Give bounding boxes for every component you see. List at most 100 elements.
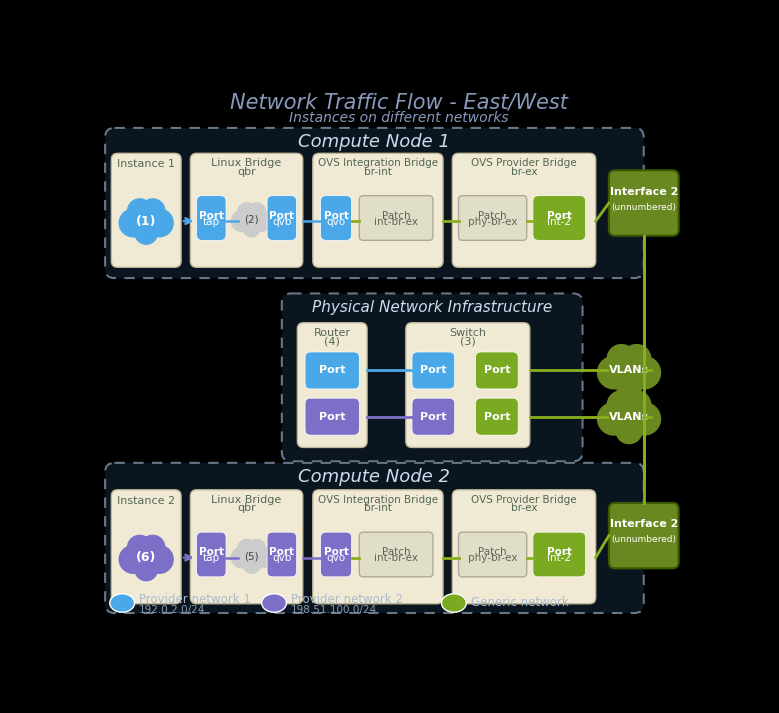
Text: Port: Port	[420, 366, 446, 376]
Text: Provider network 2: Provider network 2	[291, 593, 403, 605]
Text: Port: Port	[323, 547, 348, 557]
Text: qbr: qbr	[237, 503, 256, 513]
Circle shape	[628, 403, 661, 435]
Text: Port: Port	[323, 210, 348, 221]
Text: tap: tap	[203, 553, 220, 563]
FancyBboxPatch shape	[111, 153, 181, 267]
Circle shape	[128, 535, 152, 560]
Text: int-br-ex: int-br-ex	[374, 553, 418, 563]
FancyBboxPatch shape	[313, 153, 443, 267]
Text: Port: Port	[420, 411, 446, 421]
Text: Generic network: Generic network	[471, 597, 569, 610]
Circle shape	[628, 356, 661, 389]
Text: (unnumbered): (unnumbered)	[612, 535, 676, 544]
Circle shape	[608, 391, 636, 419]
Circle shape	[119, 209, 147, 237]
Text: Port: Port	[199, 547, 224, 557]
Text: (1): (1)	[136, 215, 157, 227]
Circle shape	[231, 210, 252, 231]
FancyBboxPatch shape	[305, 352, 359, 389]
FancyBboxPatch shape	[105, 463, 643, 613]
FancyBboxPatch shape	[475, 398, 518, 435]
Text: qbr: qbr	[237, 167, 256, 177]
FancyBboxPatch shape	[533, 195, 586, 240]
Text: Port: Port	[319, 411, 345, 421]
Text: tap: tap	[203, 217, 220, 227]
FancyBboxPatch shape	[406, 323, 530, 448]
Text: (6): (6)	[136, 551, 157, 564]
Circle shape	[608, 395, 650, 438]
FancyBboxPatch shape	[453, 153, 596, 267]
FancyBboxPatch shape	[359, 195, 433, 240]
Text: Port: Port	[547, 547, 572, 557]
Circle shape	[251, 547, 272, 568]
Circle shape	[243, 220, 260, 237]
Text: OVS Integration Bridge: OVS Integration Bridge	[318, 158, 438, 168]
Text: (2): (2)	[245, 215, 259, 225]
Text: 198.51.100.0/24: 198.51.100.0/24	[291, 605, 377, 615]
FancyBboxPatch shape	[196, 195, 226, 240]
Text: Interface 2: Interface 2	[609, 520, 678, 530]
Text: Patch: Patch	[478, 210, 507, 221]
FancyBboxPatch shape	[475, 352, 518, 389]
Text: Compute Node 2: Compute Node 2	[298, 468, 450, 486]
Circle shape	[238, 205, 266, 233]
Text: OVS Integration Bridge: OVS Integration Bridge	[318, 495, 438, 505]
Text: qvo: qvo	[326, 217, 346, 227]
Circle shape	[251, 210, 272, 231]
Text: Linux Bridge: Linux Bridge	[211, 495, 282, 505]
FancyBboxPatch shape	[453, 490, 596, 604]
Circle shape	[597, 356, 630, 389]
Text: br-ex: br-ex	[511, 503, 538, 513]
Text: (unnumbered): (unnumbered)	[612, 202, 676, 212]
Circle shape	[128, 202, 165, 240]
Text: Instances on different networks: Instances on different networks	[289, 111, 509, 125]
Circle shape	[616, 371, 642, 397]
Text: int-2: int-2	[547, 553, 571, 563]
Text: Port: Port	[270, 547, 294, 557]
Circle shape	[119, 545, 147, 573]
Text: phy-br-ex: phy-br-ex	[468, 217, 517, 227]
FancyBboxPatch shape	[609, 503, 679, 568]
Text: qvo: qvo	[326, 553, 346, 563]
Circle shape	[622, 391, 650, 419]
Circle shape	[238, 540, 256, 558]
Text: 192.0.2.0/24: 192.0.2.0/24	[139, 605, 206, 615]
FancyBboxPatch shape	[282, 294, 583, 461]
FancyBboxPatch shape	[267, 195, 297, 240]
FancyBboxPatch shape	[196, 532, 226, 577]
Text: br-ex: br-ex	[511, 167, 538, 177]
Text: br-int: br-int	[364, 167, 392, 177]
Text: OVS Provider Bridge: OVS Provider Bridge	[471, 495, 576, 505]
Text: VLANs: VLANs	[609, 366, 649, 376]
Circle shape	[248, 540, 266, 558]
Text: Patch: Patch	[478, 547, 507, 557]
Text: qvb: qvb	[272, 553, 291, 563]
FancyBboxPatch shape	[298, 323, 367, 448]
Circle shape	[141, 535, 165, 560]
Circle shape	[231, 547, 252, 568]
Text: Port: Port	[484, 366, 510, 376]
Circle shape	[608, 349, 650, 392]
FancyBboxPatch shape	[313, 490, 443, 604]
Text: Provider network 1: Provider network 1	[139, 593, 251, 605]
FancyBboxPatch shape	[533, 532, 586, 577]
Ellipse shape	[110, 594, 135, 612]
Circle shape	[128, 539, 165, 576]
Text: Port: Port	[199, 210, 224, 221]
Circle shape	[616, 418, 642, 443]
Text: Port: Port	[270, 210, 294, 221]
FancyBboxPatch shape	[609, 170, 679, 236]
Ellipse shape	[262, 594, 287, 612]
FancyBboxPatch shape	[412, 352, 455, 389]
Text: Switch: Switch	[449, 329, 486, 339]
Text: Interface 2: Interface 2	[609, 187, 678, 197]
Text: Instance 1: Instance 1	[117, 159, 175, 169]
Text: Patch: Patch	[382, 210, 411, 221]
Text: VLANs: VLANs	[609, 411, 649, 421]
FancyBboxPatch shape	[321, 532, 351, 577]
Text: Router: Router	[314, 329, 351, 339]
Text: Port: Port	[547, 210, 572, 221]
Text: OVS Provider Bridge: OVS Provider Bridge	[471, 158, 576, 168]
Circle shape	[622, 344, 650, 373]
